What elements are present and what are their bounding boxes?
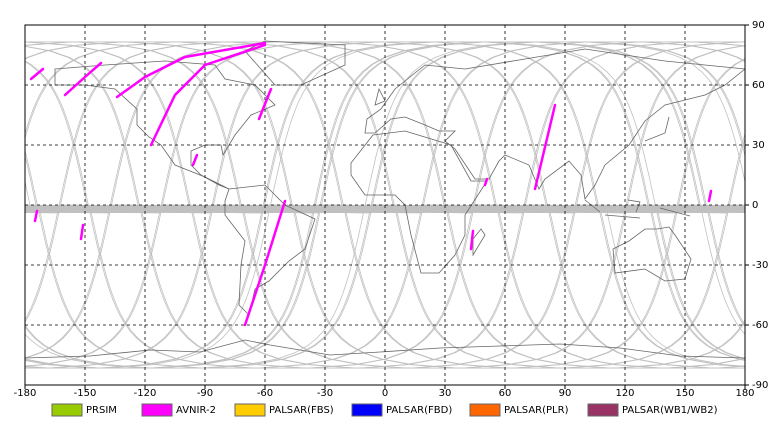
x-tick-label: 180 — [735, 388, 754, 399]
orbit-line — [25, 209, 262, 369]
legend-label: PALSAR(FBD) — [386, 405, 452, 416]
observation-track — [115, 41, 267, 99]
y-tick-label: -30 — [752, 260, 768, 271]
x-tick-label: -180 — [14, 388, 37, 399]
x-tick-label: 150 — [675, 388, 694, 399]
south-america — [224, 184, 316, 316]
orbit-line — [25, 210, 211, 369]
y-tick-label: -90 — [752, 380, 768, 391]
legend-swatch — [351, 403, 383, 417]
legend-swatch — [234, 403, 266, 417]
africa — [350, 130, 488, 274]
orbit-line — [25, 209, 319, 369]
y-tick-label: 0 — [752, 200, 758, 211]
indonesia — [584, 199, 691, 219]
madagascar — [472, 228, 486, 257]
north-america — [54, 60, 276, 190]
orbit-line — [525, 41, 745, 208]
x-tick-label: 120 — [615, 388, 634, 399]
orbit-line — [213, 41, 745, 369]
observation-track — [469, 229, 475, 251]
orbit-line — [25, 211, 160, 367]
tick-labels: -180 -150 -120 -90 -60 -30 0 30 60 90 120 150 180 90 6… — [14, 20, 769, 399]
eurasia — [364, 48, 745, 201]
x-tick-label: -30 — [317, 388, 333, 399]
orbit-line — [372, 41, 745, 326]
observation-track — [29, 67, 45, 81]
x-tick-label: 90 — [559, 388, 572, 399]
legend-label: AVNIR-2 — [176, 405, 216, 416]
legend-label: PRSIM — [86, 405, 117, 416]
observation-track — [243, 199, 287, 327]
australia — [612, 226, 692, 282]
orbit-line — [25, 179, 364, 369]
y-tick-label: 90 — [752, 20, 765, 31]
legend-swatch — [469, 403, 501, 417]
orbit-line — [0, 42, 7, 368]
observation-track — [191, 153, 199, 167]
observation-track — [533, 103, 557, 191]
observation-tracks — [29, 41, 713, 327]
orbit-line — [627, 45, 745, 207]
observation-track — [33, 209, 39, 223]
orbit-line — [474, 41, 745, 209]
legend-label: PALSAR(PLR) — [504, 405, 569, 416]
antarctica — [25, 339, 745, 359]
observation-track — [63, 61, 103, 97]
legend-swatch — [141, 403, 173, 417]
orbit-line — [25, 209, 313, 369]
legend-swatch — [587, 403, 619, 417]
legend: PRSIM AVNIR-2 PALSAR(FBS) PALSAR(FBD) PALSAR… — [51, 403, 718, 417]
japan — [644, 116, 670, 142]
x-tick-label: 30 — [439, 388, 452, 399]
x-tick-label: -150 — [74, 388, 97, 399]
observation-track — [707, 189, 713, 203]
y-tick-label: -60 — [752, 320, 768, 331]
orbit-line — [315, 41, 745, 361]
x-tick-label: -120 — [134, 388, 157, 399]
orbit-line — [576, 41, 745, 208]
orbit-line — [423, 41, 745, 209]
legend-label: PALSAR(FBS) — [269, 405, 334, 416]
observation-track — [483, 177, 489, 187]
observation-track — [257, 87, 273, 121]
orbit-line — [111, 41, 745, 369]
x-tick-label: -90 — [197, 388, 213, 399]
britain — [374, 87, 386, 106]
x-tick-label: -60 — [257, 388, 273, 399]
x-tick-label: 60 — [499, 388, 512, 399]
observation-track — [79, 223, 85, 241]
y-tick-label: 60 — [752, 80, 765, 91]
orbit-line — [25, 154, 370, 369]
legend-label: PALSAR(WB1/WB2) — [622, 405, 718, 416]
x-tick-label: 0 — [382, 388, 388, 399]
observation-track — [149, 43, 267, 147]
y-tick-label: 30 — [752, 140, 765, 151]
legend-swatch — [51, 403, 83, 417]
